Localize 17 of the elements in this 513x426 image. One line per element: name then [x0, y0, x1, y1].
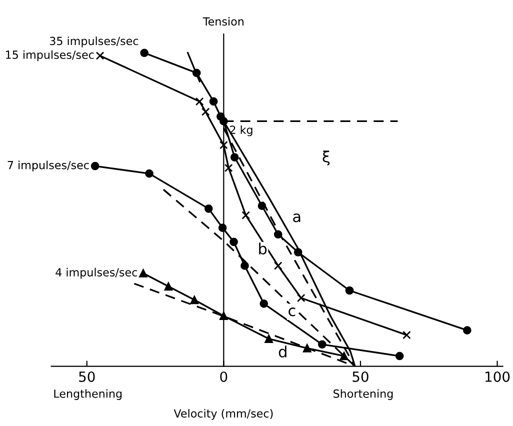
series-label: 35 impulses/sec	[50, 36, 138, 48]
annotation: ξ	[322, 150, 330, 166]
x-tick-label: 0	[220, 371, 228, 382]
y-axis-title: Tension	[202, 17, 244, 26]
text: Lengthening	[54, 389, 122, 400]
series-label: 4 impulses/sec	[56, 268, 137, 279]
text: Shortening	[334, 389, 393, 400]
annotation: d	[278, 346, 286, 358]
x-axis-title: Velocity (mm/sec)	[174, 409, 273, 420]
annotation: a	[293, 213, 300, 222]
annotation: b	[259, 242, 267, 254]
x-tick-label: 50	[79, 371, 95, 382]
x-tick-label: 50	[352, 371, 368, 382]
annotation: c	[288, 308, 296, 316]
x-tick-label: 100	[486, 371, 510, 382]
series-label: 15 impulses/sec	[6, 50, 94, 62]
series-label: 7 impulses/sec	[8, 160, 89, 172]
